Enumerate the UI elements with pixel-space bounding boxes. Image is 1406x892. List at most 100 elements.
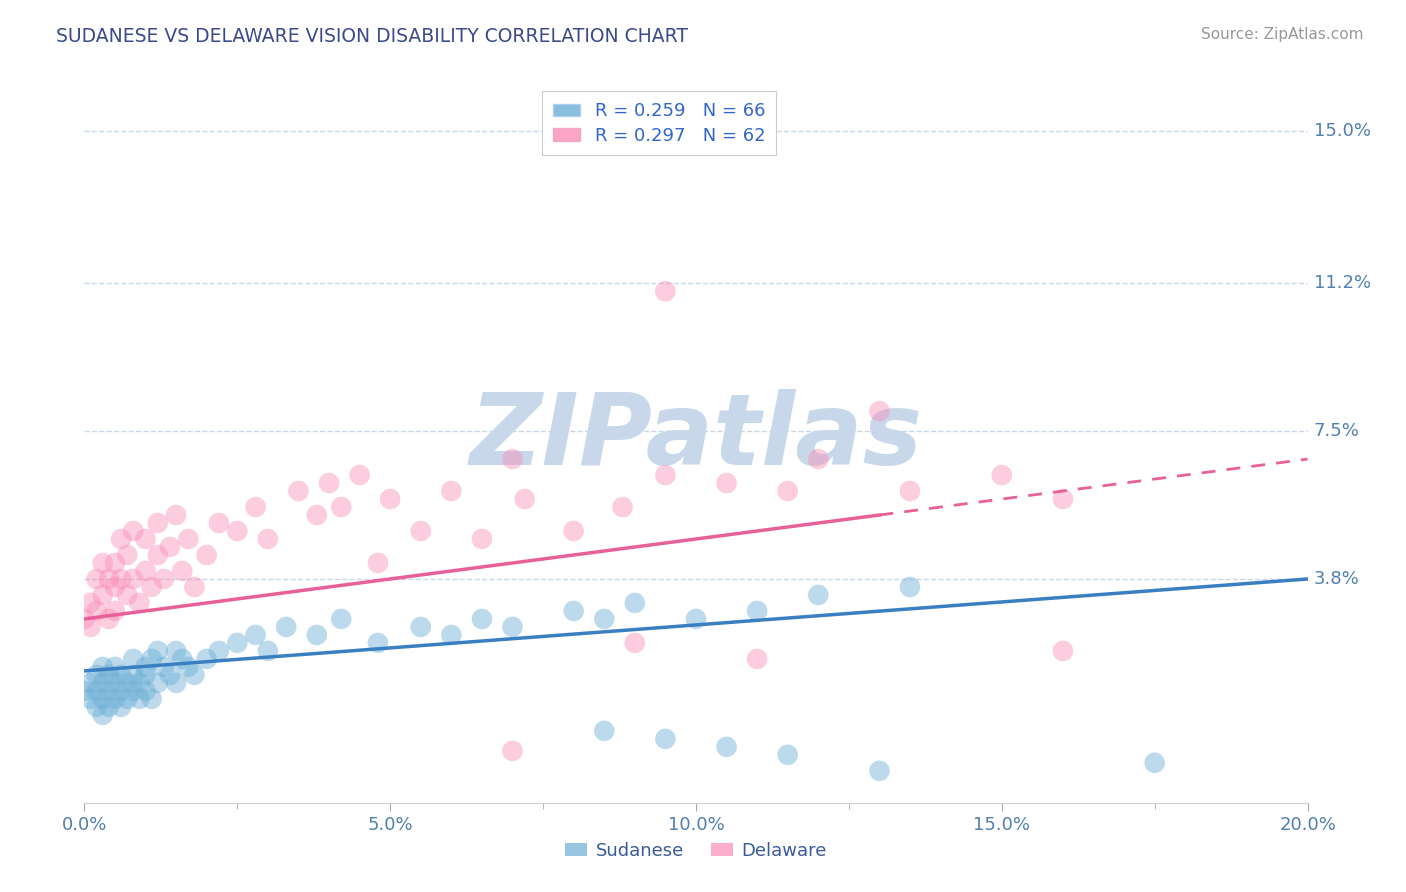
Point bbox=[1052, 644, 1074, 658]
Point bbox=[122, 668, 145, 682]
Point bbox=[141, 691, 163, 706]
Point bbox=[135, 564, 157, 578]
Point bbox=[747, 652, 769, 666]
Point bbox=[367, 556, 389, 570]
Point bbox=[409, 620, 432, 634]
Point bbox=[562, 604, 585, 618]
Point bbox=[91, 556, 114, 570]
Point bbox=[110, 572, 132, 586]
Point bbox=[898, 483, 921, 498]
Text: Source: ZipAtlas.com: Source: ZipAtlas.com bbox=[1201, 27, 1364, 42]
Legend: Sudanese, Delaware: Sudanese, Delaware bbox=[558, 835, 834, 867]
Point bbox=[183, 580, 205, 594]
Point bbox=[91, 660, 114, 674]
Point bbox=[115, 588, 138, 602]
Point bbox=[807, 452, 830, 467]
Point bbox=[73, 684, 96, 698]
Point bbox=[367, 636, 389, 650]
Point bbox=[86, 668, 108, 682]
Point bbox=[177, 532, 200, 546]
Point bbox=[159, 668, 181, 682]
Point bbox=[318, 476, 340, 491]
Point bbox=[409, 524, 432, 538]
Point bbox=[257, 644, 280, 658]
Point bbox=[380, 491, 402, 506]
Point bbox=[654, 731, 676, 746]
Point bbox=[141, 580, 163, 594]
Point bbox=[97, 684, 120, 698]
Point bbox=[146, 644, 169, 658]
Point bbox=[502, 620, 524, 634]
Point bbox=[898, 580, 921, 594]
Point bbox=[593, 612, 616, 626]
Point bbox=[177, 660, 200, 674]
Point bbox=[287, 483, 309, 498]
Point bbox=[208, 516, 231, 530]
Point bbox=[91, 691, 114, 706]
Point bbox=[562, 524, 585, 538]
Point bbox=[172, 652, 194, 666]
Point bbox=[513, 491, 536, 506]
Point bbox=[502, 452, 524, 467]
Point bbox=[115, 548, 138, 562]
Point bbox=[349, 468, 371, 483]
Point bbox=[122, 652, 145, 666]
Point bbox=[869, 404, 891, 418]
Point bbox=[330, 500, 353, 514]
Point bbox=[146, 548, 169, 562]
Text: 7.5%: 7.5% bbox=[1313, 422, 1360, 440]
Point bbox=[146, 516, 169, 530]
Point bbox=[195, 652, 218, 666]
Point bbox=[110, 532, 132, 546]
Point bbox=[104, 691, 127, 706]
Point bbox=[115, 676, 138, 690]
Point bbox=[195, 548, 218, 562]
Point bbox=[104, 604, 127, 618]
Point bbox=[153, 572, 176, 586]
Point bbox=[141, 652, 163, 666]
Text: ZIPatlas: ZIPatlas bbox=[470, 389, 922, 485]
Point bbox=[330, 612, 353, 626]
Point bbox=[79, 691, 101, 706]
Point bbox=[79, 596, 101, 610]
Point bbox=[776, 747, 799, 762]
Point bbox=[91, 588, 114, 602]
Point bbox=[122, 684, 145, 698]
Point bbox=[305, 628, 328, 642]
Point bbox=[991, 468, 1014, 483]
Point bbox=[502, 744, 524, 758]
Point bbox=[869, 764, 891, 778]
Point bbox=[226, 636, 249, 650]
Point bbox=[471, 612, 494, 626]
Point bbox=[73, 612, 96, 626]
Text: 3.8%: 3.8% bbox=[1313, 570, 1360, 588]
Point bbox=[440, 628, 463, 642]
Point bbox=[153, 660, 176, 674]
Point bbox=[97, 612, 120, 626]
Point bbox=[86, 572, 108, 586]
Point bbox=[685, 612, 707, 626]
Point bbox=[165, 508, 187, 522]
Point bbox=[165, 676, 187, 690]
Point bbox=[91, 676, 114, 690]
Point bbox=[612, 500, 634, 514]
Point bbox=[122, 572, 145, 586]
Text: 15.0%: 15.0% bbox=[1313, 122, 1371, 140]
Point bbox=[440, 483, 463, 498]
Text: SUDANESE VS DELAWARE VISION DISABILITY CORRELATION CHART: SUDANESE VS DELAWARE VISION DISABILITY C… bbox=[56, 27, 689, 45]
Point bbox=[86, 604, 108, 618]
Point bbox=[654, 468, 676, 483]
Point bbox=[276, 620, 298, 634]
Point bbox=[624, 636, 647, 650]
Point bbox=[97, 572, 120, 586]
Point bbox=[776, 483, 799, 498]
Point bbox=[79, 620, 101, 634]
Point bbox=[716, 476, 738, 491]
Point bbox=[97, 699, 120, 714]
Point bbox=[471, 532, 494, 546]
Point bbox=[97, 668, 120, 682]
Point bbox=[86, 699, 108, 714]
Point bbox=[165, 644, 187, 658]
Point bbox=[159, 540, 181, 554]
Point bbox=[654, 284, 676, 298]
